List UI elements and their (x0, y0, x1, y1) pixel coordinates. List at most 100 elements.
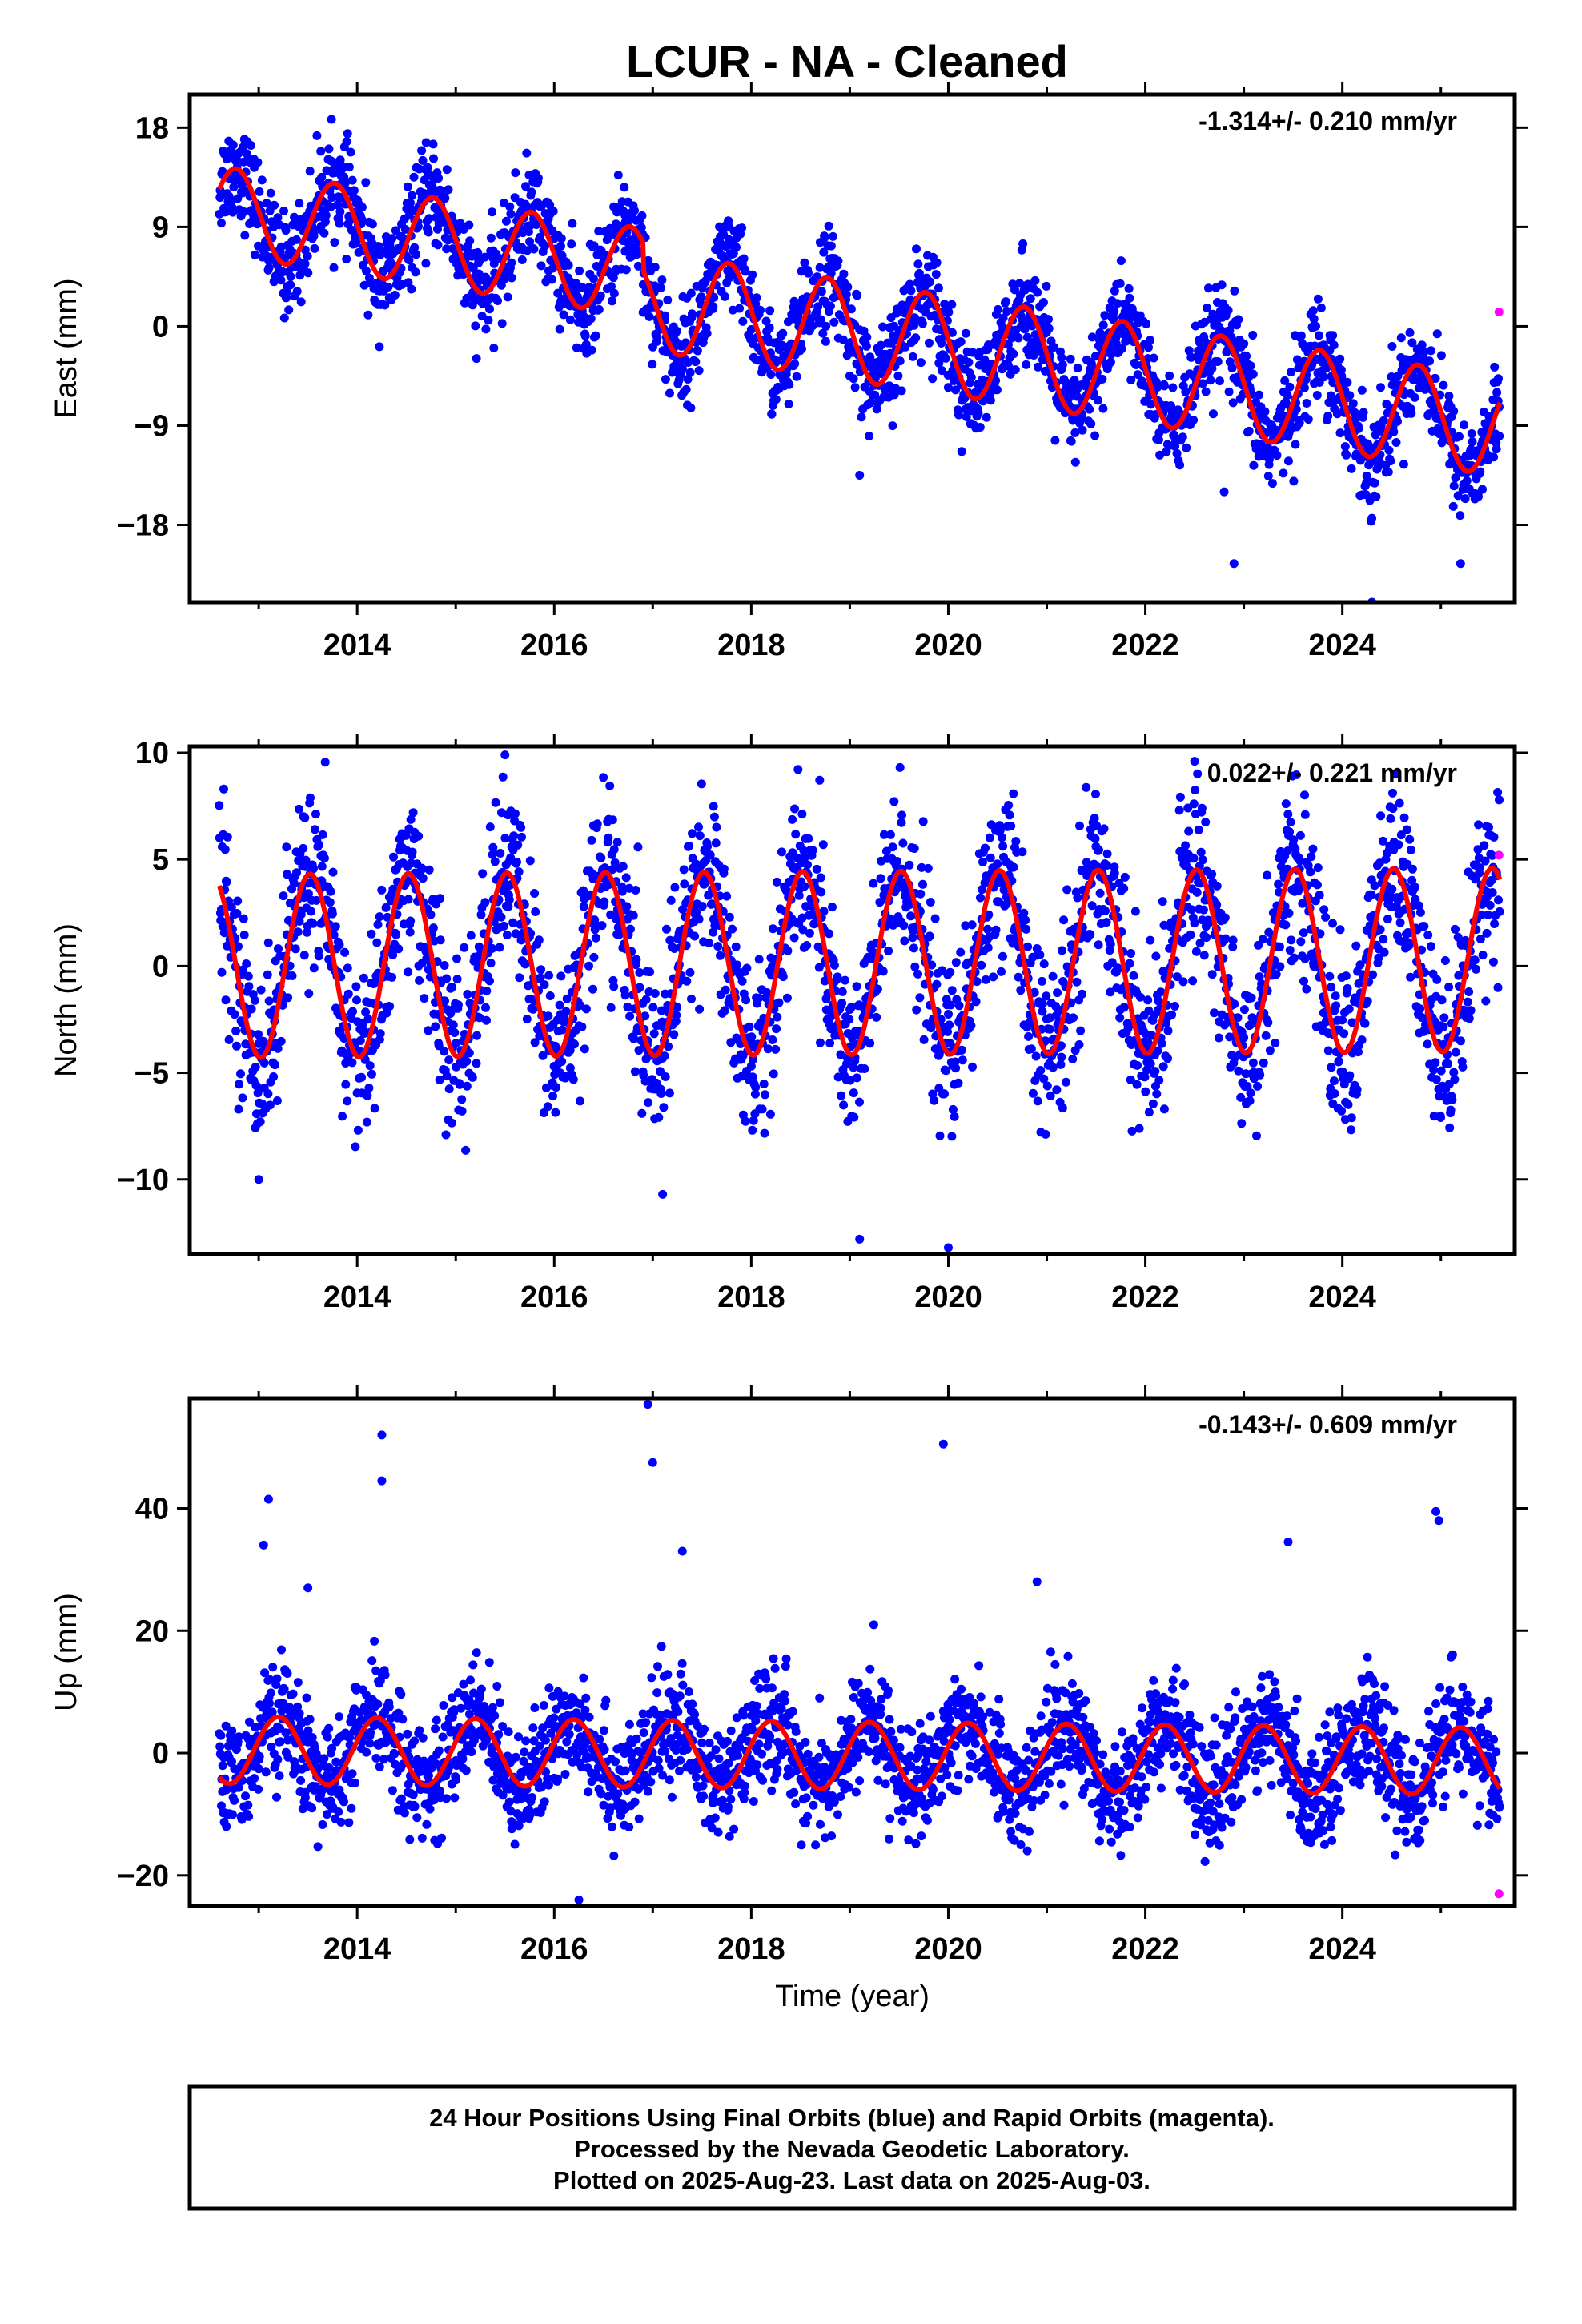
final-point (926, 277, 935, 287)
final-point (901, 342, 910, 352)
final-point (594, 227, 604, 236)
final-point (750, 1089, 760, 1099)
final-point (869, 879, 878, 888)
final-point (980, 878, 990, 887)
final-point (304, 989, 314, 999)
final-point (1001, 297, 1010, 307)
final-point (1313, 294, 1323, 304)
final-point (1228, 398, 1238, 408)
final-point (761, 1090, 769, 1100)
final-point (1233, 1013, 1243, 1023)
final-point (1046, 1091, 1055, 1100)
final-point (466, 931, 476, 940)
final-point (385, 1002, 395, 1011)
final-point (1371, 492, 1381, 501)
final-point (612, 838, 622, 847)
final-point (767, 409, 777, 419)
final-point (530, 889, 540, 898)
final-point (1098, 404, 1108, 413)
final-point (865, 1039, 875, 1048)
final-point (377, 885, 387, 895)
final-point (888, 842, 897, 852)
final-point (1085, 404, 1094, 414)
final-point (733, 960, 741, 970)
final-point (1106, 987, 1115, 997)
final-point (1002, 307, 1012, 316)
final-point (262, 199, 271, 208)
final-point (821, 321, 831, 331)
final-point (1327, 1063, 1336, 1072)
final-point (630, 1067, 640, 1076)
final-point (462, 1056, 472, 1066)
final-point (1300, 790, 1309, 800)
final-point (1352, 1084, 1362, 1094)
final-point (664, 1042, 673, 1051)
final-point (857, 412, 866, 422)
final-point (227, 903, 236, 912)
final-point (528, 1004, 538, 1014)
final-point (1492, 388, 1502, 397)
final-point (307, 907, 316, 916)
final-point (1189, 854, 1199, 863)
final-point (596, 853, 606, 862)
final-point (499, 921, 508, 931)
final-point (255, 1117, 265, 1127)
final-point (918, 817, 928, 826)
final-point (428, 139, 438, 149)
final-point (361, 178, 371, 187)
final-point (1315, 929, 1325, 939)
final-point (565, 315, 575, 324)
final-point (1351, 449, 1361, 459)
final-point (329, 263, 339, 272)
final-point (347, 1058, 357, 1068)
final-point (1362, 471, 1371, 480)
final-point (1286, 818, 1295, 827)
final-point (367, 929, 376, 939)
final-point (1351, 941, 1361, 951)
final-point (748, 1125, 757, 1135)
final-point (1439, 380, 1448, 390)
final-point (757, 1104, 767, 1114)
final-point (839, 269, 849, 279)
final-point (1125, 293, 1134, 303)
final-point (1260, 407, 1270, 416)
final-point (948, 1104, 958, 1114)
final-point (480, 898, 490, 907)
final-point (540, 980, 549, 990)
final-point (505, 202, 515, 211)
final-point (791, 830, 801, 839)
final-point (407, 284, 416, 294)
final-point (271, 1060, 279, 1070)
final-point (363, 1015, 373, 1024)
final-point (342, 137, 351, 147)
final-point (925, 338, 934, 348)
final-point (818, 328, 828, 338)
final-point (488, 842, 498, 852)
final-point (408, 191, 416, 200)
final-point (1267, 479, 1277, 489)
final-point (1312, 391, 1322, 400)
final-point (1033, 287, 1042, 297)
final-point (771, 395, 781, 404)
final-point (1026, 1044, 1036, 1054)
final-point (790, 359, 800, 368)
final-point (1026, 294, 1035, 304)
final-point (1253, 1081, 1263, 1091)
final-point (897, 300, 907, 310)
final-point (1247, 993, 1256, 1003)
final-point (299, 843, 308, 853)
final-point (956, 947, 966, 957)
final-point (1342, 450, 1351, 460)
final-point (498, 772, 508, 782)
final-point (477, 312, 487, 321)
final-point (633, 842, 643, 852)
final-point (517, 255, 527, 264)
final-point (913, 259, 923, 269)
final-point (1090, 834, 1100, 843)
final-point (906, 911, 916, 921)
final-point (1039, 1074, 1049, 1084)
final-point (375, 912, 384, 922)
final-point (1393, 416, 1402, 426)
final-point (763, 1044, 773, 1054)
final-point (1478, 485, 1487, 494)
